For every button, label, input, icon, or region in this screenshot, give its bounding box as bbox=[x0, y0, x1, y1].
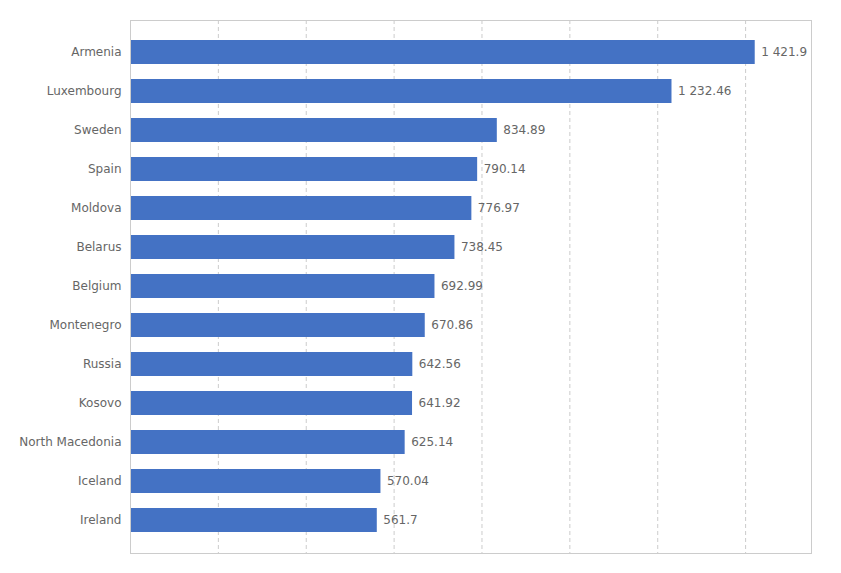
svg-text:776.97: 776.97 bbox=[478, 201, 520, 215]
svg-text:642.56: 642.56 bbox=[419, 357, 461, 371]
svg-text:Russia: Russia bbox=[83, 357, 122, 371]
svg-text:Sweden: Sweden bbox=[74, 123, 121, 137]
svg-text:Montenegro: Montenegro bbox=[49, 318, 121, 332]
svg-text:561.7: 561.7 bbox=[383, 513, 417, 527]
svg-text:625.14: 625.14 bbox=[411, 435, 453, 449]
svg-text:790.14: 790.14 bbox=[484, 162, 526, 176]
svg-text:Ireland: Ireland bbox=[80, 513, 122, 527]
svg-text:Luxembourg: Luxembourg bbox=[47, 84, 122, 98]
svg-text:692.99: 692.99 bbox=[441, 279, 483, 293]
svg-text:Spain: Spain bbox=[88, 162, 122, 176]
svg-text:834.89: 834.89 bbox=[503, 123, 545, 137]
svg-text:Armenia: Armenia bbox=[71, 45, 121, 59]
svg-text:Belarus: Belarus bbox=[76, 240, 121, 254]
svg-text:Belgium: Belgium bbox=[72, 279, 121, 293]
svg-text:570.04: 570.04 bbox=[387, 474, 429, 488]
svg-text:738.45: 738.45 bbox=[461, 240, 503, 254]
svg-text:1 421.9: 1 421.9 bbox=[761, 45, 807, 59]
svg-text:Iceland: Iceland bbox=[78, 474, 121, 488]
svg-text:670.86: 670.86 bbox=[431, 318, 473, 332]
svg-text:1 232.46: 1 232.46 bbox=[678, 84, 731, 98]
svg-text:641.92: 641.92 bbox=[419, 396, 461, 410]
svg-text:Moldova: Moldova bbox=[71, 201, 121, 215]
svg-text:Kosovo: Kosovo bbox=[79, 396, 122, 410]
svg-text:North Macedonia: North Macedonia bbox=[19, 435, 121, 449]
